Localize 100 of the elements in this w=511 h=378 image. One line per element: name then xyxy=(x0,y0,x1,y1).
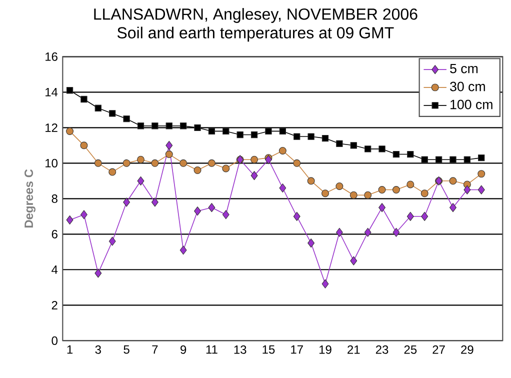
point xyxy=(364,191,372,199)
point xyxy=(435,156,442,163)
point xyxy=(194,206,201,216)
point xyxy=(123,198,130,207)
point xyxy=(322,190,329,198)
point xyxy=(250,171,258,180)
point xyxy=(279,183,286,193)
point xyxy=(450,202,456,212)
point xyxy=(392,228,400,237)
point xyxy=(109,110,116,117)
point xyxy=(194,166,202,174)
point xyxy=(108,236,116,246)
y-tick-label: 2 xyxy=(52,300,58,310)
point xyxy=(151,159,159,167)
x-tick-label: 13 xyxy=(234,345,246,354)
point xyxy=(180,159,188,167)
point xyxy=(152,122,158,130)
point xyxy=(208,159,216,167)
point xyxy=(151,198,158,207)
x-tick-label: 27 xyxy=(432,345,445,354)
point xyxy=(236,131,244,138)
point xyxy=(222,128,230,135)
point xyxy=(350,142,357,149)
point xyxy=(420,190,428,198)
legend-label: 5 cm xyxy=(450,64,478,74)
point xyxy=(279,128,286,135)
point xyxy=(166,122,172,130)
legend-label: 30 cm xyxy=(450,82,485,92)
point xyxy=(265,155,272,164)
x-tick-label: 25 xyxy=(404,345,417,354)
point xyxy=(294,133,300,140)
point xyxy=(80,210,88,220)
point xyxy=(94,159,102,167)
point xyxy=(478,170,486,178)
point xyxy=(378,186,386,194)
x-tick-label: 17 xyxy=(291,345,303,354)
point xyxy=(250,156,258,164)
legend-label: 100 cm xyxy=(450,100,492,110)
point xyxy=(208,128,216,135)
point xyxy=(166,140,173,150)
point xyxy=(478,185,485,194)
point xyxy=(80,142,88,150)
point xyxy=(66,215,74,224)
point xyxy=(322,134,329,142)
point xyxy=(250,131,258,138)
point xyxy=(406,212,414,221)
point xyxy=(449,177,457,185)
point xyxy=(293,212,300,221)
point xyxy=(421,212,428,221)
point xyxy=(378,202,386,212)
x-tick-label: 3 xyxy=(95,345,101,354)
y-tick-label: 6 xyxy=(52,230,58,238)
point xyxy=(122,159,130,167)
y-tick-label: 14 xyxy=(46,88,58,96)
point xyxy=(137,156,144,164)
point xyxy=(392,186,400,194)
point xyxy=(421,156,428,163)
point xyxy=(66,127,74,135)
point xyxy=(406,180,414,188)
x-tick-label: 1 xyxy=(67,345,73,354)
point xyxy=(322,279,329,288)
point xyxy=(94,104,102,112)
point xyxy=(108,168,116,176)
y-tick-label: 10 xyxy=(46,158,58,168)
y-tick-label: 0 xyxy=(52,336,58,345)
y-tick-label: 8 xyxy=(52,194,58,203)
x-tick-label: 15 xyxy=(262,345,275,354)
point xyxy=(194,124,201,131)
point xyxy=(308,133,314,140)
point xyxy=(94,268,102,278)
point xyxy=(137,176,144,186)
point xyxy=(123,115,130,122)
point xyxy=(208,202,216,212)
point xyxy=(364,146,372,152)
point xyxy=(265,128,272,135)
y-tick-label: 16 xyxy=(46,52,58,61)
y-axis-title: Degrees C xyxy=(24,169,36,228)
chart-title: LLANSADWRN, Anglesey, NOVEMBER 2006 xyxy=(94,8,418,23)
x-tick-label: 7 xyxy=(152,345,158,354)
point xyxy=(222,164,230,172)
point xyxy=(222,210,230,220)
point xyxy=(180,122,187,130)
point xyxy=(293,159,301,167)
x-tick-label: 11 xyxy=(206,345,218,354)
y-tick-label: 4 xyxy=(52,266,58,274)
point xyxy=(450,156,456,163)
chart-subtitle: Soil and earth temperatures at 09 GMT xyxy=(117,26,394,42)
y-tick-label: 12 xyxy=(46,123,58,132)
point xyxy=(180,246,187,255)
point xyxy=(350,256,358,266)
point xyxy=(478,154,485,162)
point xyxy=(392,150,400,158)
x-tick-label: 21 xyxy=(348,345,360,354)
point xyxy=(307,177,315,185)
x-tick-label: 9 xyxy=(180,345,186,354)
point xyxy=(364,228,372,237)
point xyxy=(308,238,315,248)
point xyxy=(278,147,286,154)
x-tick-label: 29 xyxy=(461,345,474,354)
point xyxy=(464,156,471,163)
